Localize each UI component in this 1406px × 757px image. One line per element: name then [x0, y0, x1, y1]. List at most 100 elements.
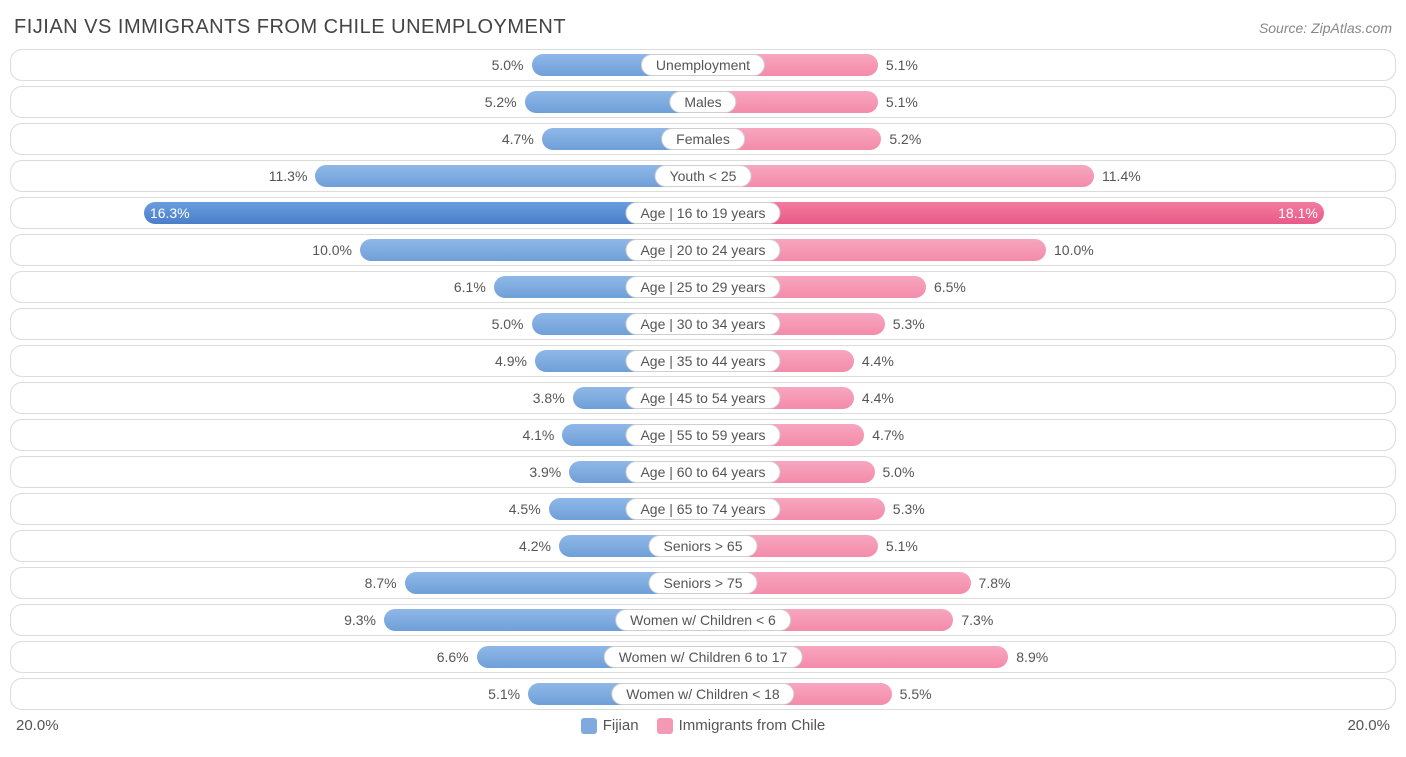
chart-row: 3.8% 4.4% Age | 45 to 54 years: [10, 382, 1396, 414]
legend-label-left: Fijian: [603, 717, 639, 734]
axis-max-left: 20.0%: [16, 717, 59, 734]
left-value-label: 3.8%: [533, 390, 573, 406]
chart-row: 10.0%10.0%Age | 20 to 24 years: [10, 234, 1396, 266]
left-half: 3.9%: [17, 461, 703, 483]
chart-row: 5.2%5.1%Males: [10, 86, 1396, 118]
right-half: 5.0%: [703, 461, 1389, 483]
right-value-label: 5.5%: [892, 686, 932, 702]
left-value-label: 3.9%: [529, 464, 569, 480]
right-half: 6.5%: [703, 276, 1389, 298]
category-label: Age | 65 to 74 years: [625, 498, 780, 520]
category-label: Age | 20 to 24 years: [625, 239, 780, 261]
category-label: Females: [661, 128, 745, 150]
chart-row: 9.3%7.3%Women w/ Children < 6: [10, 604, 1396, 636]
chart-row: 4.7%5.2%Females: [10, 123, 1396, 155]
left-half: 16.3%: [17, 202, 703, 224]
right-half: 7.3%: [703, 609, 1389, 631]
right-value-label: 5.3%: [885, 501, 925, 517]
chart-row: 6.1% 6.5%Age | 25 to 29 years: [10, 271, 1396, 303]
left-half: 4.5%: [17, 498, 703, 520]
right-half: 5.5%: [703, 683, 1389, 705]
right-value-label: 7.3%: [953, 612, 993, 628]
chart-row: 8.7% 7.8% Seniors > 75: [10, 567, 1396, 599]
legend-swatch-right: [657, 718, 673, 734]
right-value-label: 5.1%: [878, 57, 918, 73]
category-label: Age | 45 to 54 years: [625, 387, 780, 409]
diverging-bar-chart: 5.0%5.1%Unemployment5.2%5.1%Males4.7%5.2…: [10, 49, 1396, 710]
right-value-label: 18.1%: [1278, 205, 1318, 221]
category-label: Women w/ Children < 18: [611, 683, 794, 705]
left-value-label: 4.9%: [495, 353, 535, 369]
left-value-label: 4.1%: [522, 427, 562, 443]
left-half: 10.0%: [17, 239, 703, 261]
chart-footer: 20.0% Fijian Immigrants from Chile 20.0%: [10, 715, 1396, 734]
left-half: 4.1%: [17, 424, 703, 446]
right-value-label: 11.4%: [1094, 168, 1141, 184]
right-value-label: 8.9%: [1008, 649, 1048, 665]
left-value-label: 4.7%: [502, 131, 542, 147]
chart-row: 5.1% 5.5% Women w/ Children < 18: [10, 678, 1396, 710]
chart-row: 5.0% 5.1% Unemployment: [10, 49, 1396, 81]
left-value-label: 11.3%: [269, 168, 316, 184]
right-value-label: 5.1%: [878, 538, 918, 554]
right-bar: 11.4%: [703, 165, 1094, 187]
legend-item-right: Immigrants from Chile: [657, 717, 826, 734]
right-half: 5.3%: [703, 313, 1389, 335]
chart-row: 4.2% 5.1% Seniors > 65: [10, 530, 1396, 562]
left-value-label: 5.0%: [492, 57, 532, 73]
legend-swatch-left: [581, 718, 597, 734]
left-half: 6.6%: [17, 646, 703, 668]
right-value-label: 10.0%: [1046, 242, 1094, 258]
left-half: 3.8%: [17, 387, 703, 409]
category-label: Seniors > 65: [649, 535, 758, 557]
left-half: 6.1%: [17, 276, 703, 298]
right-bar: 18.1%: [703, 202, 1324, 224]
right-half: 4.7%: [703, 424, 1389, 446]
right-half: 5.1%: [703, 91, 1389, 113]
right-value-label: 4.4%: [854, 353, 894, 369]
left-value-label: 4.2%: [519, 538, 559, 554]
chart-row: 5.0%5.3%Age | 30 to 34 years: [10, 308, 1396, 340]
right-value-label: 5.3%: [885, 316, 925, 332]
right-half: 5.1%: [703, 54, 1389, 76]
right-value-label: 7.8%: [971, 575, 1011, 591]
left-value-label: 5.1%: [488, 686, 528, 702]
right-half: 11.4%: [703, 165, 1389, 187]
right-half: 5.3%: [703, 498, 1389, 520]
chart-row: 3.9% 5.0%Age | 60 to 64 years: [10, 456, 1396, 488]
category-label: Age | 35 to 44 years: [625, 350, 780, 372]
left-value-label: 5.0%: [492, 316, 532, 332]
legend-item-left: Fijian: [581, 717, 639, 734]
category-label: Unemployment: [641, 54, 765, 76]
category-label: Seniors > 75: [649, 572, 758, 594]
left-value-label: 4.5%: [509, 501, 549, 517]
category-label: Age | 60 to 64 years: [625, 461, 780, 483]
right-value-label: 4.4%: [854, 390, 894, 406]
left-bar: 11.3%: [315, 165, 703, 187]
left-half: 5.2%: [17, 91, 703, 113]
category-label: Women w/ Children 6 to 17: [604, 646, 803, 668]
left-half: 4.9%: [17, 350, 703, 372]
left-bar: 16.3%: [144, 202, 703, 224]
left-half: 5.0%: [17, 313, 703, 335]
chart-row: 16.3% 18.1% Age | 16 to 19 years: [10, 197, 1396, 229]
chart-header: FIJIAN VS IMMIGRANTS FROM CHILE UNEMPLOY…: [10, 10, 1396, 49]
left-half: 4.7%: [17, 128, 703, 150]
left-half: 11.3%: [17, 165, 703, 187]
category-label: Age | 25 to 29 years: [625, 276, 780, 298]
chart-row: 4.1% 4.7%Age | 55 to 59 years: [10, 419, 1396, 451]
left-value-label: 8.7%: [365, 575, 405, 591]
right-half: 4.4%: [703, 387, 1389, 409]
right-half: 7.8%: [703, 572, 1389, 594]
left-value-label: 5.2%: [485, 94, 525, 110]
left-half: 8.7%: [17, 572, 703, 594]
right-half: 10.0%: [703, 239, 1389, 261]
category-label: Age | 55 to 59 years: [625, 424, 780, 446]
left-value-label: 6.1%: [454, 279, 494, 295]
right-half: 18.1%: [703, 202, 1389, 224]
left-value-label: 9.3%: [344, 612, 384, 628]
chart-title: FIJIAN VS IMMIGRANTS FROM CHILE UNEMPLOY…: [14, 16, 566, 39]
left-half: 5.1%: [17, 683, 703, 705]
category-label: Age | 16 to 19 years: [625, 202, 780, 224]
right-half: 8.9%: [703, 646, 1389, 668]
